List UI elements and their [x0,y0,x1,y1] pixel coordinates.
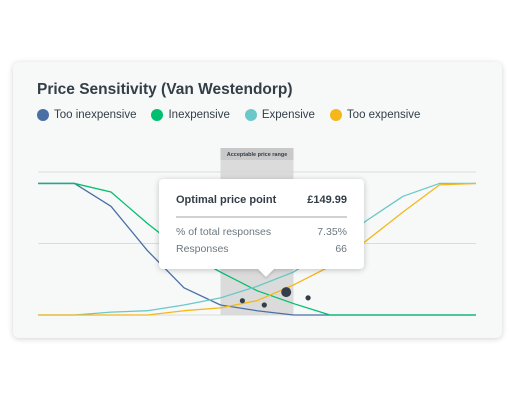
tooltip-divider [176,216,347,218]
tooltip-row-value: 66 [335,243,347,255]
series-lines [38,182,477,316]
tooltip-row-responses: Responses 66 [176,243,347,255]
tooltip-row-value: 7.35% [317,226,347,238]
legend-item-inexpensive[interactable]: Inexpensive [151,109,230,121]
legend-label: Expensive [261,109,315,121]
series-line-inexpensive [38,182,476,316]
optimal-price-point-marker [281,287,292,298]
acceptable-range-label-bg [220,148,294,160]
series-line-too-expensive [38,182,477,316]
acceptable-range-label: Acceptable price range [227,152,288,158]
legend-label: Too expensive [346,109,421,121]
tooltip-row-label: Responses [176,243,229,255]
chart-legend: Too inexpensive Inexpensive Expensive To… [37,109,435,121]
legend-item-too-expensive[interactable]: Too expensive [329,109,421,121]
tooltip-caret [257,268,275,277]
tooltip-header: Optimal price point £149.99 [176,194,347,206]
chart-card: Price Sensitivity (Van Westendorp) Too i… [13,62,502,338]
legend-dot [329,109,342,121]
intersection-point [261,302,267,308]
intersection-point [305,295,311,301]
intersection-point [239,298,245,304]
legend-dot [37,109,49,121]
legend-item-too-inexpensive[interactable]: Too inexpensive [37,109,136,121]
tooltip-row-percent: % of total responses 7.35% [176,226,347,238]
series-line-expensive [38,182,476,316]
legend-item-expensive[interactable]: Expensive [244,109,315,121]
tooltip-row-label: % of total responses [176,226,272,238]
optimal-price-tooltip: Optimal price point £149.99 % of total r… [159,179,364,269]
tooltip-title: Optimal price point [176,194,277,206]
tooltip-price: £149.99 [307,194,347,206]
legend-label: Inexpensive [168,109,230,121]
chart-title: Price Sensitivity (Van Westendorp) [37,81,293,98]
legend-dot [244,109,257,121]
legend-label: Too inexpensive [54,109,137,121]
legend-dot [151,109,164,121]
